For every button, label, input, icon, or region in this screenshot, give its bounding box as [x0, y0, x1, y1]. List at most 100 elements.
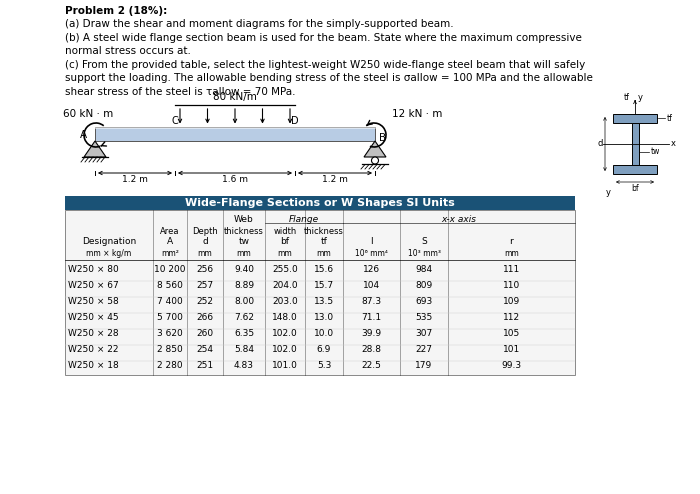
Text: 266: 266: [197, 313, 214, 322]
Text: Area: Area: [160, 227, 180, 236]
Text: 3 620: 3 620: [157, 329, 183, 337]
Text: 101: 101: [503, 344, 520, 354]
Text: W250 × 28: W250 × 28: [68, 329, 118, 337]
Text: (b) A steel wide flange section beam is used for the beam. State where the maxim: (b) A steel wide flange section beam is …: [65, 33, 582, 43]
Bar: [65, 196, 575, 210]
Text: 1.6 m: 1.6 m: [222, 175, 248, 184]
Text: Designation: Designation: [82, 238, 136, 247]
Text: 13.0: 13.0: [314, 313, 334, 322]
Text: shear stress of the steel is τallow = 70 MPa.: shear stress of the steel is τallow = 70…: [65, 87, 295, 97]
Text: 22.5: 22.5: [362, 361, 382, 370]
Text: 257: 257: [197, 281, 214, 289]
Text: 809: 809: [415, 281, 433, 289]
Text: y: y: [638, 93, 643, 102]
Text: normal stress occurs at.: normal stress occurs at.: [65, 46, 191, 56]
Text: (c) From the provided table, select the lightest-weight W250 wide-flange steel b: (c) From the provided table, select the …: [65, 60, 585, 70]
Text: W250 × 18: W250 × 18: [68, 361, 119, 370]
Text: 87.3: 87.3: [361, 296, 382, 305]
Text: 5 700: 5 700: [157, 313, 183, 322]
Bar: [65, 210, 575, 375]
Text: 10³ mm³: 10³ mm³: [407, 249, 440, 258]
Text: 1.2 m: 1.2 m: [322, 175, 348, 184]
Text: tf: tf: [667, 114, 673, 123]
Text: (a) Draw the shear and moment diagrams for the simply-supported beam.: (a) Draw the shear and moment diagrams f…: [65, 19, 454, 30]
Text: 7 400: 7 400: [157, 296, 183, 305]
Text: 60 kN · m: 60 kN · m: [63, 109, 113, 119]
Text: 102.0: 102.0: [272, 344, 298, 354]
Text: 13.5: 13.5: [314, 296, 334, 305]
Text: 307: 307: [415, 329, 433, 337]
Bar: [95, 127, 375, 141]
Text: bf: bf: [281, 238, 290, 247]
Bar: [613, 114, 657, 123]
Text: 535: 535: [415, 313, 433, 322]
Text: mm × kg/m: mm × kg/m: [86, 249, 132, 258]
Text: tw: tw: [650, 148, 660, 157]
Text: y: y: [606, 188, 610, 197]
Text: d: d: [202, 238, 208, 247]
Text: support the loading. The allowable bending stress of the steel is σallow = 100 M: support the loading. The allowable bendi…: [65, 74, 593, 83]
Polygon shape: [364, 141, 386, 157]
Text: 204.0: 204.0: [272, 281, 298, 289]
Text: W250 × 22: W250 × 22: [68, 344, 118, 354]
Text: 251: 251: [197, 361, 214, 370]
Text: 148.0: 148.0: [272, 313, 298, 322]
Text: mm: mm: [504, 249, 519, 258]
Text: 10⁶ mm⁴: 10⁶ mm⁴: [355, 249, 388, 258]
Text: mm²: mm²: [161, 249, 179, 258]
Text: 984: 984: [415, 264, 433, 274]
Text: W250 × 80: W250 × 80: [68, 264, 119, 274]
Text: 101.0: 101.0: [272, 361, 298, 370]
Text: 9.40: 9.40: [234, 264, 254, 274]
Text: 15.7: 15.7: [314, 281, 334, 289]
Text: 260: 260: [197, 329, 214, 337]
Text: 4.83: 4.83: [234, 361, 254, 370]
Text: 126: 126: [363, 264, 380, 274]
Text: Depth: Depth: [192, 227, 218, 236]
Text: 5.3: 5.3: [317, 361, 331, 370]
Text: x: x: [671, 139, 676, 149]
Text: 99.3: 99.3: [501, 361, 522, 370]
Text: 256: 256: [197, 264, 214, 274]
Text: 227: 227: [416, 344, 433, 354]
Text: width: width: [274, 227, 297, 236]
Text: 1.2 m: 1.2 m: [122, 175, 148, 184]
Text: 8.89: 8.89: [234, 281, 254, 289]
Text: 105: 105: [503, 329, 520, 337]
Text: 28.8: 28.8: [361, 344, 382, 354]
Text: tw: tw: [239, 238, 249, 247]
Text: thickness: thickness: [304, 227, 344, 236]
Text: 112: 112: [503, 313, 520, 322]
Text: 6.9: 6.9: [317, 344, 331, 354]
Polygon shape: [84, 141, 106, 157]
Text: 104: 104: [363, 281, 380, 289]
Text: 12 kN · m: 12 kN · m: [392, 109, 442, 119]
Text: 71.1: 71.1: [361, 313, 382, 322]
Text: B: B: [379, 133, 386, 143]
Text: 10.0: 10.0: [314, 329, 334, 337]
Text: mm: mm: [197, 249, 212, 258]
Text: r: r: [510, 238, 513, 247]
Text: Problem 2 (18%):: Problem 2 (18%):: [65, 6, 167, 16]
Text: Flange: Flange: [289, 214, 319, 223]
Text: W250 × 67: W250 × 67: [68, 281, 119, 289]
Text: 7.62: 7.62: [234, 313, 254, 322]
Text: S: S: [421, 238, 427, 247]
Text: 254: 254: [197, 344, 214, 354]
Text: d: d: [598, 139, 603, 149]
Text: Wide-Flange Sections or W Shapes SI Units: Wide-Flange Sections or W Shapes SI Unit…: [185, 198, 455, 208]
Text: I: I: [370, 238, 373, 247]
Text: mm: mm: [278, 249, 293, 258]
Text: x-x axis: x-x axis: [442, 214, 477, 223]
Text: C: C: [172, 116, 178, 126]
Text: 80 kN/m: 80 kN/m: [213, 92, 257, 102]
Text: D: D: [291, 116, 299, 126]
Text: 179: 179: [415, 361, 433, 370]
Text: tf: tf: [624, 93, 630, 102]
Text: mm: mm: [316, 249, 331, 258]
Text: A: A: [167, 238, 173, 247]
Text: 255.0: 255.0: [272, 264, 298, 274]
Text: 2 850: 2 850: [157, 344, 183, 354]
Circle shape: [372, 157, 379, 164]
Text: 6.35: 6.35: [234, 329, 254, 337]
